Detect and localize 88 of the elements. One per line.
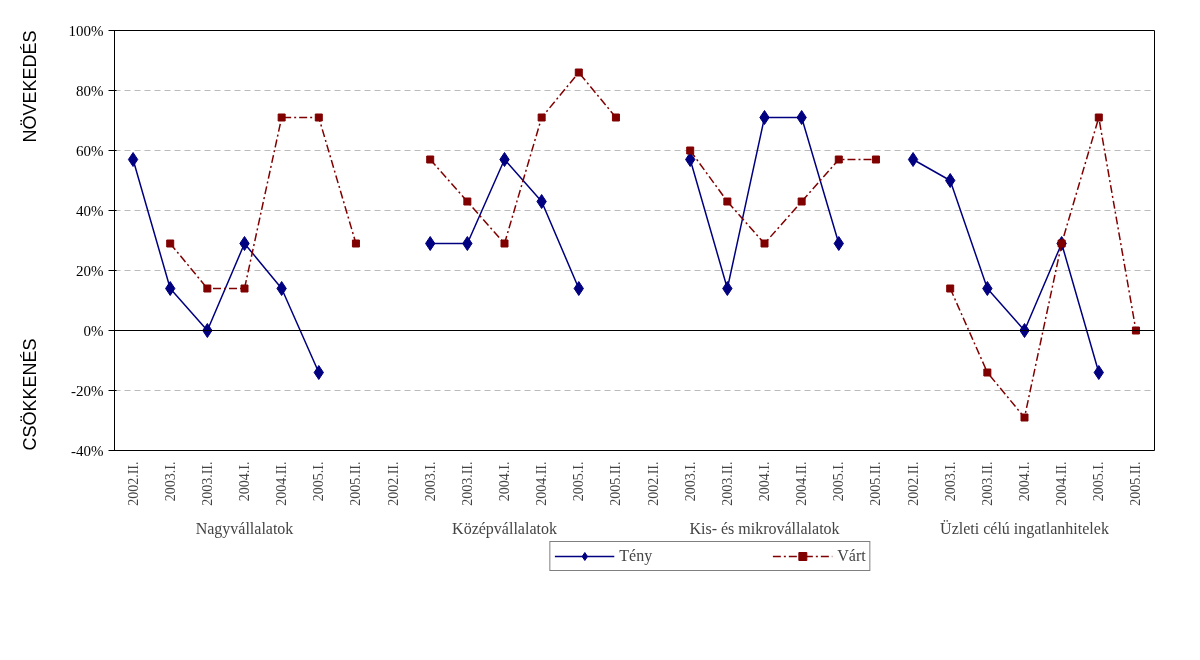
- point: [945, 173, 956, 188]
- point: [686, 146, 695, 155]
- point: [276, 281, 287, 296]
- point: [240, 284, 249, 293]
- x-tick-label: 2005.II.: [608, 461, 624, 506]
- point: [277, 113, 286, 122]
- y-tick-label: 80%: [76, 82, 104, 99]
- text: Középvállalatok: [452, 519, 557, 538]
- point: [166, 239, 175, 248]
- point: [537, 113, 546, 122]
- x-tick-label: 2002.II.: [125, 461, 141, 506]
- y-tick-label: -40%: [71, 442, 104, 459]
- point: [983, 368, 992, 377]
- legend-label: Tény: [619, 547, 653, 565]
- point: [907, 152, 919, 167]
- point: [239, 236, 250, 251]
- point: [313, 365, 324, 380]
- point: [165, 281, 176, 296]
- text: NÖVEKEDÉS: [19, 30, 40, 143]
- x-tick-label: 2002.II.: [385, 461, 401, 506]
- point: [946, 284, 955, 293]
- text: Nagyvállalatok: [195, 519, 294, 538]
- point: [426, 155, 435, 164]
- x-tick-label: 2003.I.: [422, 461, 438, 502]
- y-tick-label: 100%: [68, 22, 104, 39]
- text: CSÖKKENÉS: [19, 338, 40, 451]
- point: [463, 197, 472, 206]
- point: [723, 197, 732, 206]
- x-tick-label: 2003.II.: [199, 461, 215, 506]
- point: [574, 68, 583, 77]
- y-tick-label: 20%: [76, 262, 104, 279]
- x-tick-label: 2003.I.: [942, 461, 958, 502]
- point: [1020, 413, 1029, 422]
- point: [1093, 365, 1104, 380]
- text: Kis- és mikrovállalatok: [689, 519, 840, 537]
- x-tick-label: 2003.I.: [162, 461, 178, 502]
- x-tick-label: 2004.II.: [534, 461, 550, 506]
- point: [611, 113, 620, 122]
- point: [760, 239, 769, 248]
- x-tick-label: 2003.I.: [682, 461, 698, 502]
- point: [351, 239, 360, 248]
- point: [796, 110, 807, 125]
- point: [1019, 323, 1030, 338]
- point: [500, 239, 509, 248]
- x-tick-label: 2003.II.: [719, 461, 735, 506]
- point: [1094, 113, 1103, 122]
- point: [797, 197, 806, 206]
- point: [982, 281, 993, 296]
- x-tick-label: 2004.I.: [757, 461, 772, 502]
- x-tick-label: 2003.II.: [979, 461, 995, 506]
- y-tick-label: 40%: [76, 202, 104, 219]
- x-tick-label: 2005.II.: [348, 461, 364, 506]
- legend-label: Várt: [837, 547, 866, 565]
- x-tick-label: 2004.I.: [237, 461, 252, 502]
- point: [462, 236, 473, 251]
- x-tick-label: 2004.II.: [1054, 461, 1070, 506]
- x-tick-label: 2004.I.: [497, 461, 512, 502]
- x-tick-label: 2005.I.: [311, 461, 327, 502]
- point: [833, 236, 844, 251]
- point: [536, 194, 547, 209]
- point: [722, 281, 733, 296]
- x-tick-label: 2004.II.: [794, 461, 810, 506]
- point: [871, 155, 880, 164]
- x-tick-label: 2002.II.: [645, 461, 661, 506]
- point: [834, 155, 843, 164]
- x-tick-label: 2005.II.: [1128, 461, 1144, 506]
- y-tick-label: -20%: [71, 382, 104, 399]
- x-tick-label: 2005.I.: [571, 461, 587, 502]
- point: [314, 113, 323, 122]
- point: [127, 152, 139, 167]
- x-tick-label: 2002.II.: [905, 461, 921, 506]
- point: [202, 323, 213, 338]
- x-tick-label: 2003.II.: [459, 461, 475, 506]
- x-tick-label: 2005.I.: [1091, 461, 1107, 502]
- point: [1131, 326, 1140, 335]
- point: [203, 284, 212, 293]
- point: [425, 236, 436, 251]
- point: [759, 110, 770, 125]
- y-tick-label: 0%: [83, 322, 104, 339]
- point: [499, 152, 510, 167]
- text: Üzleti célú ingatlanhitelek: [940, 519, 1109, 538]
- x-tick-label: 2004.I.: [1017, 461, 1032, 502]
- point: [573, 281, 584, 296]
- y-tick-label: 60%: [76, 142, 104, 159]
- point: [685, 152, 696, 167]
- x-tick-label: 2005.I.: [831, 461, 847, 502]
- x-tick-label: 2004.II.: [274, 461, 290, 506]
- x-tick-label: 2005.II.: [868, 461, 884, 506]
